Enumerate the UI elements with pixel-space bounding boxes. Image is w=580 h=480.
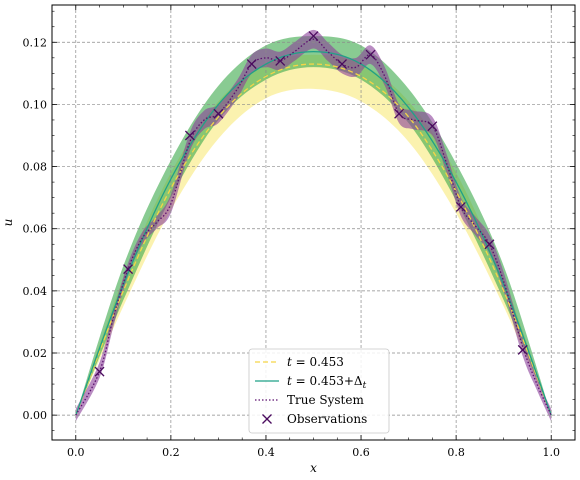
- observation-point: [275, 55, 286, 66]
- observation-stroke: [184, 130, 195, 141]
- legend-label-1: t = 0.453+Δt: [287, 374, 367, 391]
- legend: t = 0.453 t = 0.453+Δt True System Observat…: [248, 348, 390, 434]
- observation-stroke: [455, 202, 466, 212]
- y-tick-label: 0.04: [23, 285, 48, 298]
- y-tick-label: 0.08: [23, 161, 48, 174]
- observation-point: [427, 121, 438, 132]
- observation-point: [365, 49, 376, 60]
- grid: [52, 5, 575, 440]
- x-tick-label: 0.2: [162, 446, 180, 459]
- y-axis-label: u: [1, 219, 15, 227]
- x-tick-label: 0.4: [257, 446, 275, 459]
- observation-point: [517, 344, 528, 355]
- series-lines: [75, 38, 552, 416]
- x-tick-label: 0.0: [67, 446, 85, 459]
- observation-stroke: [213, 108, 224, 119]
- observation-point: [455, 202, 466, 212]
- observation-point: [184, 130, 195, 141]
- legend-label-0: t = 0.453: [287, 355, 344, 369]
- series-line-0: [75, 63, 552, 416]
- observation-point: [337, 59, 347, 69]
- observation-point: [484, 239, 495, 250]
- legend-box: [248, 348, 390, 434]
- legend-label-observations: Observations: [287, 412, 367, 426]
- observation-stroke: [517, 344, 528, 355]
- observation-stroke: [94, 366, 105, 377]
- y-tick-label: 0.10: [23, 98, 48, 111]
- x-tick-label: 0.8: [447, 446, 465, 459]
- observation-point: [308, 31, 319, 42]
- observation-stroke: [427, 121, 438, 132]
- series-line-2: [75, 38, 552, 416]
- observation-point: [94, 366, 105, 377]
- observation-stroke: [275, 55, 286, 66]
- x-axis-label: x: [310, 461, 317, 475]
- x-tick-label: 1.0: [542, 446, 560, 459]
- observation-stroke: [394, 108, 405, 119]
- y-tick-label: 0.12: [23, 36, 48, 49]
- observation-stroke: [123, 264, 134, 275]
- observation-point: [213, 108, 224, 119]
- observation-stroke: [337, 59, 347, 69]
- observation-point: [123, 264, 134, 275]
- observation-point: [246, 59, 257, 69]
- observation-stroke: [365, 49, 376, 60]
- y-tick-label: 0.06: [23, 223, 48, 236]
- observation-point: [394, 108, 405, 119]
- ticks: 0.0 0.2 0.4 0.6 0.8 1.0 0.00 0.02 0.04 0.06 0.08 0.…: [23, 5, 575, 459]
- observation-stroke: [308, 31, 319, 42]
- legend-label-2: True System: [287, 393, 364, 407]
- band-2: [75, 29, 552, 422]
- legend-marker-stroke: [262, 414, 272, 424]
- observation-stroke: [484, 239, 495, 250]
- observation-stroke: [246, 59, 257, 69]
- x-tick-label: 0.6: [352, 446, 370, 459]
- observation-markers: [94, 31, 528, 377]
- y-tick-label: 0.02: [23, 347, 48, 360]
- legend-swatch-observations: [262, 414, 272, 424]
- y-tick-label: 0.00: [23, 409, 48, 422]
